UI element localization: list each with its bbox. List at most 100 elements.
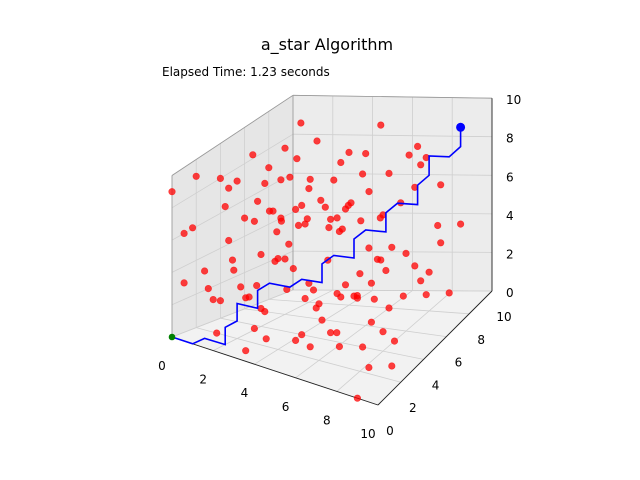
obstacle-point xyxy=(225,236,233,245)
obstacle-point xyxy=(277,217,286,225)
obstacle-point xyxy=(362,150,370,158)
z-tick-label: 2 xyxy=(506,247,514,261)
path-line xyxy=(171,127,462,346)
obstacle-point xyxy=(317,196,325,204)
obstacle-point xyxy=(230,266,238,274)
obstacle-point xyxy=(370,295,378,303)
obstacle-point xyxy=(293,155,301,163)
x-tick-label: 0 xyxy=(158,359,166,373)
y-tick-label: 4 xyxy=(432,378,440,392)
obstacle-point xyxy=(333,214,341,222)
obstacle-point xyxy=(379,328,387,336)
chart-title: a_star Algorithm xyxy=(261,35,393,55)
x-tick-label: 6 xyxy=(282,400,290,414)
obstacle-point xyxy=(301,220,309,228)
obstacle-point xyxy=(281,255,289,263)
obstacle-point xyxy=(192,172,200,180)
grid-line-floor-y xyxy=(244,308,447,337)
obstacle-point xyxy=(289,265,297,273)
obstacle-point xyxy=(286,173,294,181)
z-tick-label: 4 xyxy=(506,209,514,223)
obstacle-point xyxy=(306,175,314,183)
obstacle-point xyxy=(376,214,384,222)
obstacle-point xyxy=(168,188,176,196)
grid-line-floor-y xyxy=(268,299,470,315)
obstacle-point xyxy=(250,324,258,333)
obstacle-point xyxy=(241,214,249,222)
obstacle-point xyxy=(373,255,382,263)
obstacle-point xyxy=(313,137,321,145)
grid-line-floor-x xyxy=(213,289,333,351)
obstacle-point xyxy=(333,329,341,337)
obstacle-point xyxy=(337,158,345,167)
obstacle-point xyxy=(254,197,262,205)
grid-line-back-z xyxy=(292,250,493,253)
obstacle-point xyxy=(425,268,433,276)
y-tick-label: 6 xyxy=(455,356,463,370)
obstacle-point xyxy=(341,205,350,213)
obstacle-point xyxy=(265,207,274,215)
obstacle-point xyxy=(341,281,350,289)
obstacle-point xyxy=(249,151,257,159)
obstacle-point xyxy=(305,185,313,193)
obstacle-point xyxy=(402,249,410,257)
obstacle-point xyxy=(335,343,344,351)
pane-edge xyxy=(292,94,493,99)
obstacle-point xyxy=(337,293,345,301)
obstacle-point xyxy=(350,292,358,300)
obstacle-point xyxy=(330,176,338,184)
grid-line-floor-y xyxy=(292,289,493,292)
obstacle-point xyxy=(285,240,293,248)
obstacle-point xyxy=(359,343,367,351)
grid-line-back-z xyxy=(292,211,493,215)
obstacle-point xyxy=(281,144,289,152)
x-tick-label: 2 xyxy=(199,373,207,387)
obstacle-point xyxy=(180,229,188,237)
obstacle-point xyxy=(298,331,306,339)
y-tick-label: 0 xyxy=(386,424,394,438)
grid-line-left-z xyxy=(171,133,294,209)
obstacle-point xyxy=(292,205,300,213)
obstacle-point xyxy=(201,267,209,275)
obstacle-point xyxy=(204,285,212,293)
obstacle-point xyxy=(457,220,465,228)
x-tick-label: 4 xyxy=(241,386,249,400)
obstacle-point xyxy=(225,184,233,192)
axes-edges xyxy=(171,94,493,406)
obstacle-point xyxy=(216,297,224,305)
obstacle-point xyxy=(434,221,442,230)
grid-line-back-z xyxy=(292,172,493,176)
obstacle-point xyxy=(356,270,364,278)
obstacle-point xyxy=(242,294,250,302)
obstacle-point xyxy=(367,318,376,326)
obstacle-point xyxy=(321,203,329,211)
elapsed-time-label: Elapsed Time: 1.23 seconds xyxy=(162,65,330,79)
obstacle-point xyxy=(261,179,269,187)
plot-marks xyxy=(168,119,466,402)
obstacle-point xyxy=(422,291,430,299)
obstacle-point xyxy=(327,329,335,337)
obstacle-point xyxy=(347,199,355,207)
obstacle-point xyxy=(405,151,413,159)
obstacle-point xyxy=(345,148,353,156)
obstacle-point xyxy=(390,337,399,345)
obstacle-point xyxy=(228,256,237,264)
grid-line-back-z xyxy=(292,133,493,138)
obstacle-point xyxy=(189,224,197,232)
obstacle-point xyxy=(277,176,285,184)
obstacle-point xyxy=(306,343,314,351)
obstacle-point xyxy=(237,283,245,291)
z-tick-label: 6 xyxy=(506,170,514,184)
obstacle-point xyxy=(385,169,393,177)
pane-edge xyxy=(171,94,294,176)
obstacle-point xyxy=(437,181,445,189)
y-axis-line xyxy=(377,290,493,406)
obstacle-point xyxy=(353,394,362,402)
obstacle-point xyxy=(312,304,320,312)
obstacle-point xyxy=(399,292,407,300)
obstacle-point xyxy=(233,177,241,185)
obstacle-point xyxy=(365,188,373,196)
obstacle-point xyxy=(213,329,221,337)
obstacle-point xyxy=(359,170,367,178)
